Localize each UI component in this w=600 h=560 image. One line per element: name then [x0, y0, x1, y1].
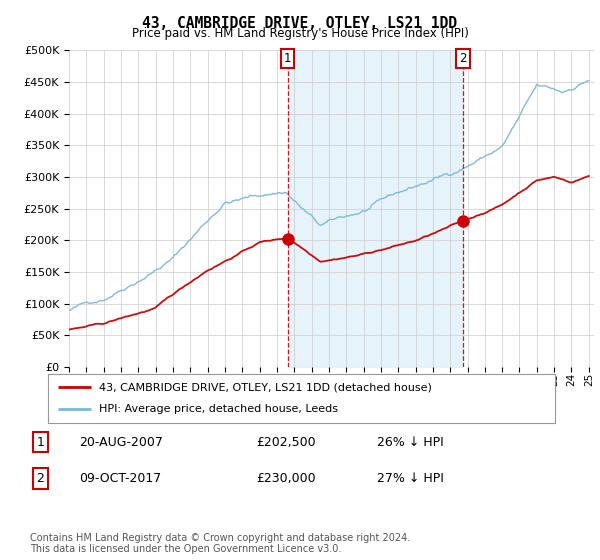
Text: 1: 1 — [37, 436, 44, 449]
Text: 26% ↓ HPI: 26% ↓ HPI — [377, 436, 444, 449]
Text: Price paid vs. HM Land Registry's House Price Index (HPI): Price paid vs. HM Land Registry's House … — [131, 27, 469, 40]
Text: HPI: Average price, detached house, Leeds: HPI: Average price, detached house, Leed… — [98, 404, 338, 414]
Text: 27% ↓ HPI: 27% ↓ HPI — [377, 472, 444, 485]
Text: 2: 2 — [460, 52, 467, 66]
Text: 20-AUG-2007: 20-AUG-2007 — [79, 436, 163, 449]
Text: 43, CAMBRIDGE DRIVE, OTLEY, LS21 1DD (detached house): 43, CAMBRIDGE DRIVE, OTLEY, LS21 1DD (de… — [98, 382, 431, 393]
Text: £202,500: £202,500 — [256, 436, 316, 449]
Text: 2: 2 — [37, 472, 44, 485]
Text: £230,000: £230,000 — [256, 472, 316, 485]
Text: 09-OCT-2017: 09-OCT-2017 — [79, 472, 161, 485]
Text: 43, CAMBRIDGE DRIVE, OTLEY, LS21 1DD: 43, CAMBRIDGE DRIVE, OTLEY, LS21 1DD — [143, 16, 458, 31]
Text: Contains HM Land Registry data © Crown copyright and database right 2024.
This d: Contains HM Land Registry data © Crown c… — [30, 533, 410, 554]
Text: 1: 1 — [284, 52, 292, 66]
